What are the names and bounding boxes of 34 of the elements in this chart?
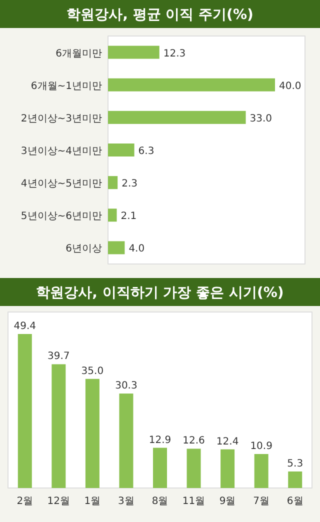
data-label: 33.0 [250, 113, 272, 124]
x-tick-label: 7월 [253, 496, 270, 507]
data-label: 39.7 [48, 351, 70, 362]
data-label: 30.3 [115, 380, 138, 392]
x-tick-label: 12월 [47, 496, 70, 507]
data-label: 12.3 [163, 48, 186, 60]
data-label: 35.0 [81, 366, 104, 377]
y-tick-label: 2년이상~3년미만 [20, 113, 102, 124]
data-label: 4.0 [128, 244, 145, 255]
y-tick-label: 6개월미만 [56, 48, 102, 60]
x-tick-label: 6월 [286, 496, 304, 507]
y-tick-label: 3년이상~4년미만 [20, 146, 102, 157]
data-label: 6.3 [138, 146, 154, 157]
data-label: 5.3 [287, 458, 304, 470]
y-tick-label: 4년이상~5년미만 [20, 178, 102, 190]
data-label: 12.9 [148, 434, 172, 446]
data-label: 2.1 [120, 211, 137, 222]
chart-title: 학원강사, 평균 이직 주기(%) [66, 7, 254, 23]
data-label: 49.4 [14, 321, 36, 332]
data-label: 12.6 [182, 436, 205, 447]
x-tick-label: 3월 [118, 496, 134, 507]
data-label: 12.4 [216, 436, 239, 448]
data-label: 2.3 [122, 178, 138, 190]
x-tick-label: 8월 [152, 496, 168, 507]
chart-title: 학원강사, 이직하기 가장 좋은 시기(%) [36, 285, 284, 301]
y-tick-label: 6개월~1년미만 [30, 80, 102, 92]
x-tick-label: 9월 [219, 496, 236, 507]
x-tick-label: 1월 [84, 496, 101, 507]
data-label: 10.9 [250, 441, 272, 452]
x-tick-label: 2월 [16, 496, 34, 507]
y-tick-label: 5년이상~6년미만 [20, 211, 102, 222]
y-tick-label: 6년이상 [66, 244, 102, 255]
data-label: 40.0 [279, 80, 302, 92]
x-tick-label: 11월 [182, 496, 206, 507]
